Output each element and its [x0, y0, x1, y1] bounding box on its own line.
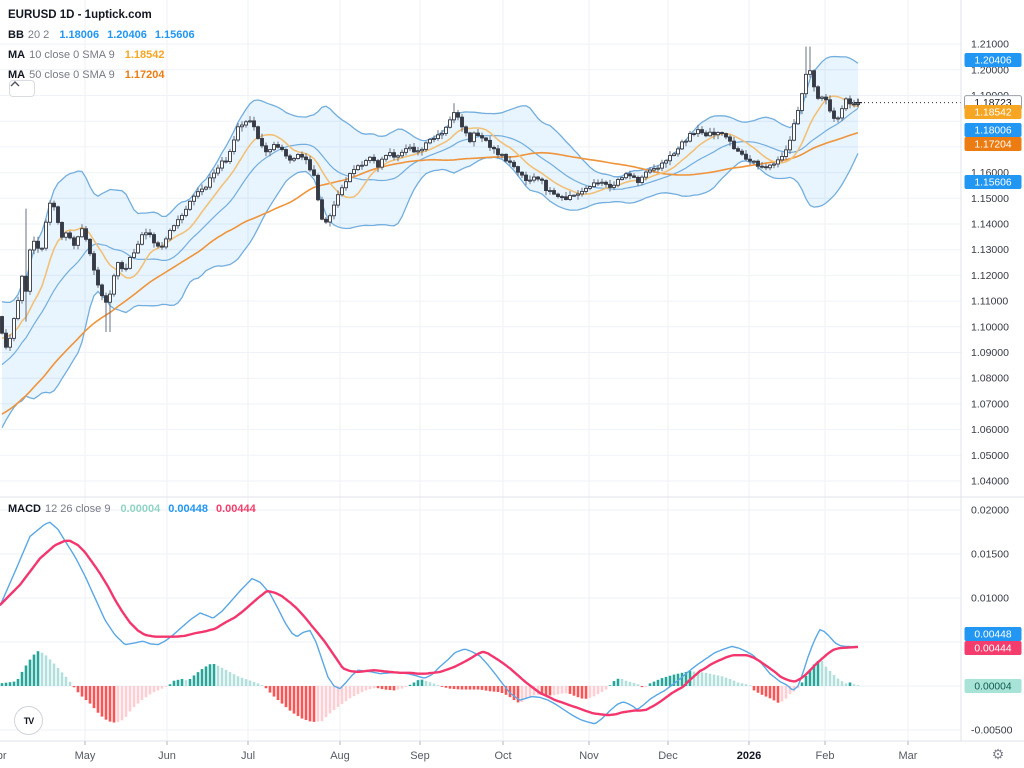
svg-text:1.20000: 1.20000 [971, 64, 1009, 76]
svg-text:2026: 2026 [737, 750, 761, 762]
svg-text:1.21000: 1.21000 [971, 39, 1009, 51]
bb-basis-line [1, 107, 859, 366]
svg-text:1.14000: 1.14000 [971, 219, 1009, 231]
time-axis[interactable]: Apr May Jun Jul Aug Sep Oct Nov Dec 2026 Feb Mar [0, 741, 918, 762]
svg-text:Aug: Aug [330, 750, 350, 762]
ma10-value: 1.18542 [124, 49, 165, 61]
candles-layer [0, 46, 860, 352]
bb-params: 20 2 [27, 29, 50, 41]
svg-text:0.00004: 0.00004 [974, 682, 1011, 693]
svg-text:0.00444: 0.00444 [974, 644, 1011, 655]
svg-text:1.06000: 1.06000 [971, 424, 1009, 436]
macd-hist-value: 0.00004 [120, 503, 161, 515]
ma10-line [1, 95, 859, 340]
macd-signal-value: 0.00444 [215, 503, 256, 515]
bb-band-fill [2, 56, 858, 428]
svg-text:May: May [75, 750, 96, 762]
symbol-title: EURUSD 1D - 1uptick.com [8, 9, 152, 21]
macd-legend-row: MACD 12 26 close 9 0.00004 0.00448 0.00444 [8, 500, 264, 518]
chevron-up-icon [10, 81, 20, 87]
bb-name: BB [8, 29, 24, 41]
svg-text:0.01500: 0.01500 [971, 549, 1009, 561]
svg-text:0.02000: 0.02000 [971, 505, 1009, 517]
svg-text:1.05000: 1.05000 [971, 450, 1009, 462]
svg-text:1.18006: 1.18006 [974, 126, 1011, 137]
ma10-params: 10 close 0 SMA 9 [29, 49, 115, 61]
gridlines [0, 0, 961, 741]
svg-text:Mar: Mar [899, 750, 918, 762]
svg-text:1.15606: 1.15606 [974, 178, 1011, 189]
gear-icon[interactable]: ⚙ [991, 746, 1005, 762]
tradingview-logo-text: TV [23, 715, 34, 726]
macd-line [0, 521, 858, 725]
ma10-legend-row: MA 10 close 0 SMA 9 1.18542 [8, 45, 203, 65]
ma50-line [1, 131, 859, 415]
ma10-name: MA [8, 49, 26, 61]
ma50-value: 1.17204 [124, 69, 165, 81]
svg-text:1.11000: 1.11000 [971, 296, 1008, 308]
svg-text:Dec: Dec [658, 750, 678, 762]
ma50-legend-row: MA 50 close 0 SMA 9 1.17204 [8, 65, 203, 85]
macd-params: 12 26 close 9 [45, 503, 111, 515]
svg-text:1.18723: 1.18723 [974, 98, 1011, 109]
svg-text:1.20406: 1.20406 [974, 56, 1011, 67]
svg-text:Jun: Jun [158, 750, 176, 762]
bb-basis-value: 1.18006 [59, 29, 100, 41]
svg-text:1.07000: 1.07000 [971, 398, 1009, 410]
svg-text:1.13000: 1.13000 [971, 244, 1009, 256]
tradingview-logo[interactable]: TV [14, 706, 43, 735]
svg-text:Feb: Feb [816, 750, 835, 762]
svg-text:Jul: Jul [241, 750, 255, 762]
svg-text:0.01000: 0.01000 [971, 593, 1009, 605]
svg-text:Sep: Sep [410, 750, 430, 762]
svg-text:1.08000: 1.08000 [971, 373, 1009, 385]
collapse-legend-button[interactable] [9, 80, 35, 97]
ma50-params: 50 close 0 SMA 9 [29, 69, 115, 81]
svg-text:1.15000: 1.15000 [971, 193, 1009, 205]
svg-text:Oct: Oct [494, 750, 511, 762]
macd-pane[interactable] [0, 521, 860, 725]
svg-text:Apr: Apr [0, 750, 7, 762]
svg-text:1.04000: 1.04000 [971, 476, 1009, 488]
macd-name: MACD [8, 503, 41, 515]
bb-lower-value: 1.15606 [154, 29, 195, 41]
ma50-name: MA [8, 69, 26, 81]
price-axis[interactable]: 1.210001.200001.190001.160001.150001.140… [964, 39, 1022, 737]
macd-signal-line [0, 539, 859, 717]
macd-line-value: 0.00448 [168, 503, 208, 515]
price-pane[interactable] [0, 46, 860, 429]
bb-lower-line [1, 153, 859, 429]
svg-text:1.09000: 1.09000 [971, 347, 1009, 359]
svg-text:1.12000: 1.12000 [971, 270, 1009, 282]
indicator-legend: EURUSD 1D - 1uptick.com BB 20 2 1.18006 1.2… [8, 5, 203, 85]
svg-text:1.18542: 1.18542 [974, 108, 1011, 119]
bb-legend-row: BB 20 2 1.18006 1.20406 1.15606 [8, 25, 203, 45]
bb-upper-value: 1.20406 [107, 29, 147, 41]
svg-text:Nov: Nov [579, 750, 599, 762]
svg-text:-0.00500: -0.00500 [971, 725, 1013, 737]
svg-text:1.17204: 1.17204 [974, 140, 1011, 151]
svg-text:1.10000: 1.10000 [971, 321, 1009, 333]
svg-text:0.00448: 0.00448 [974, 630, 1011, 641]
